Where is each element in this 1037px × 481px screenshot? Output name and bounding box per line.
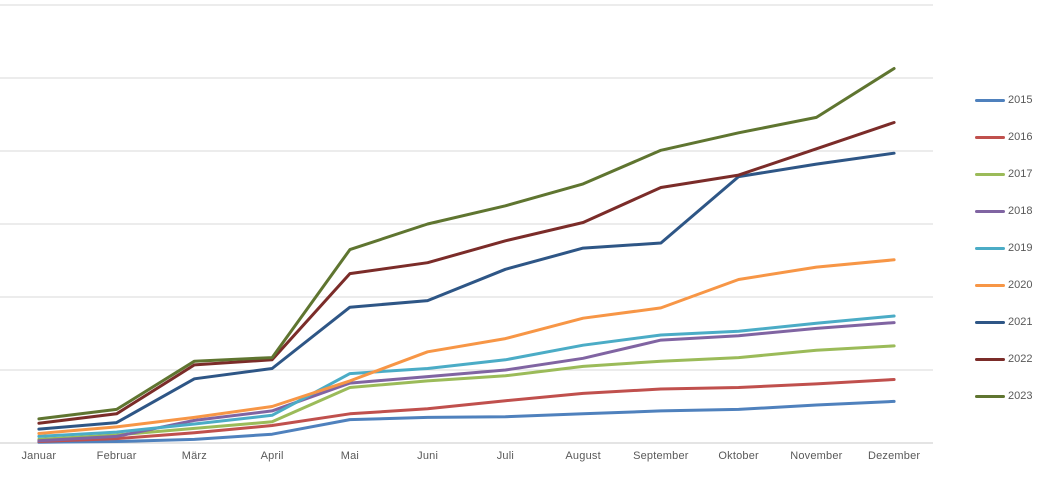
series-line-2019 <box>37 314 896 438</box>
x-tick-label: Juni <box>417 450 439 462</box>
legend-label: 2022 <box>1008 353 1033 365</box>
series-line-2015 <box>37 399 896 444</box>
legend-line-swatch <box>975 98 1005 102</box>
legend-line-swatch <box>975 394 1005 398</box>
series-line-2023 <box>37 67 896 421</box>
x-tick-label: Juli <box>496 450 515 462</box>
legend-line-swatch <box>975 209 1005 213</box>
legend-line-swatch <box>975 246 1005 250</box>
x-tick-label: April <box>260 450 284 462</box>
legend-label: 2019 <box>1008 242 1033 254</box>
legend-line-swatch <box>975 357 1005 361</box>
legend-label: 2016 <box>1008 131 1033 143</box>
x-tick-label: Februar <box>96 450 137 462</box>
legend-item-2023[interactable]: 2023 <box>975 389 1032 403</box>
series-line-2016 <box>37 378 896 443</box>
legend-item-2019[interactable]: 2019 <box>975 241 1032 255</box>
x-tick-label: August <box>565 450 601 462</box>
x-tick-label: November <box>790 450 843 462</box>
legend-label: 2015 <box>1008 94 1033 106</box>
x-tick-label: März <box>181 450 207 462</box>
x-tick-label: September <box>633 450 689 462</box>
x-tick-label: Januar <box>21 450 57 462</box>
legend-label: 2020 <box>1008 279 1033 291</box>
legend-label: 2023 <box>1008 390 1033 402</box>
legend-line-swatch <box>975 172 1005 176</box>
series-line-2017 <box>37 344 896 441</box>
legend-line-swatch <box>975 283 1005 287</box>
legend-item-2016[interactable]: 2016 <box>975 130 1032 144</box>
series-line-2018 <box>37 321 896 443</box>
series-line-2021 <box>37 151 896 431</box>
legend-item-2018[interactable]: 2018 <box>975 204 1032 218</box>
legend-item-2017[interactable]: 2017 <box>975 167 1032 181</box>
legend-label: 2018 <box>1008 205 1033 217</box>
legend-line-swatch <box>975 135 1005 139</box>
x-tick-label: Dezember <box>867 450 921 462</box>
legend-item-2020[interactable]: 2020 <box>975 278 1032 292</box>
legend-label: 2021 <box>1008 316 1033 328</box>
legend-item-2015[interactable]: 2015 <box>975 93 1032 107</box>
legend-label: 2017 <box>1008 168 1033 180</box>
legend-item-2022[interactable]: 2022 <box>975 352 1032 366</box>
legend-item-2021[interactable]: 2021 <box>975 315 1032 329</box>
series-line-2022 <box>37 121 896 425</box>
x-tick-label: Oktober <box>718 450 759 462</box>
series-line-2020 <box>37 258 896 435</box>
legend-line-swatch <box>975 320 1005 324</box>
x-tick-label: Mai <box>340 450 360 462</box>
